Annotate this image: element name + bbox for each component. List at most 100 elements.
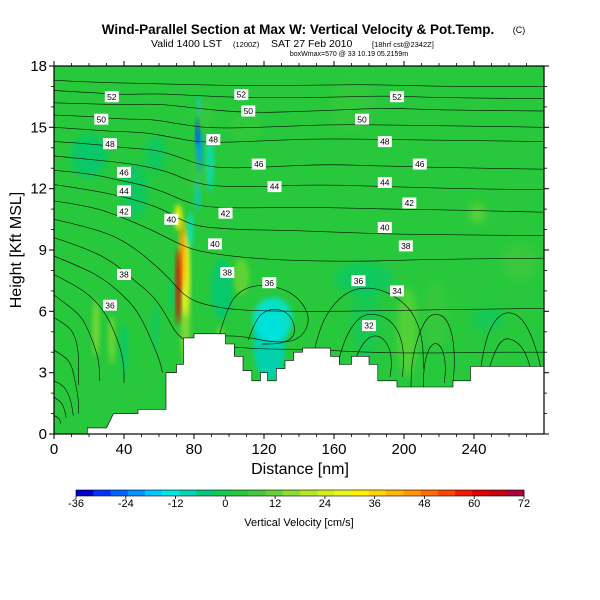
subtitle-forecast: [18hrf cst@2342Z] bbox=[372, 40, 434, 49]
colorbar-tick-label-4: 0 bbox=[222, 498, 228, 510]
colorbar-swatch-5 bbox=[144, 490, 163, 496]
colorbar-swatch-22 bbox=[437, 490, 456, 496]
colorbar-swatch-25 bbox=[489, 490, 508, 496]
contour-label-bg-15 bbox=[251, 158, 266, 170]
colorbar-tick-label-8: 48 bbox=[418, 498, 430, 510]
velocity-feature-33 bbox=[168, 278, 175, 312]
theta-contour-1 bbox=[54, 79, 544, 87]
x-tick-label-5: 160 bbox=[321, 441, 346, 458]
x-axis-label: Distance [nm] bbox=[251, 461, 349, 478]
velocity-feature-11 bbox=[502, 244, 537, 281]
contour-label-23: 40 bbox=[380, 223, 390, 233]
contour-label-bg-27 bbox=[377, 136, 392, 148]
velocity-feature-10 bbox=[469, 203, 486, 224]
contour-label-bg-9 bbox=[164, 213, 179, 225]
velocity-feature-19 bbox=[152, 303, 159, 352]
theta-contour-13 bbox=[54, 255, 163, 373]
colorbar-tick-label-2: -24 bbox=[118, 498, 134, 510]
velocity-feature-8 bbox=[397, 287, 418, 376]
theta-contour-21 bbox=[218, 285, 309, 343]
theta-contour-9 bbox=[54, 184, 544, 237]
contour-label-15: 46 bbox=[254, 159, 264, 169]
contour-label-bg-26 bbox=[412, 158, 427, 170]
theta-contour-17 bbox=[54, 349, 79, 414]
contour-label-17: 50 bbox=[244, 106, 254, 116]
velocity-feature-18 bbox=[120, 322, 128, 375]
contour-label-14: 44 bbox=[270, 182, 280, 192]
colorbar-swatch-21 bbox=[420, 490, 439, 496]
theta-contour-14 bbox=[54, 274, 125, 383]
contour-label-bg-25 bbox=[377, 177, 392, 188]
contour-label-12: 36 bbox=[265, 278, 275, 288]
x-tick-label-1: 0 bbox=[50, 441, 58, 458]
y-tick-label-2: 3 bbox=[39, 365, 47, 382]
contour-label-bg-24 bbox=[402, 197, 417, 209]
y-tick-label-6: 15 bbox=[30, 119, 47, 136]
theta-contour-16 bbox=[54, 317, 79, 385]
contour-label-6: 48 bbox=[105, 139, 115, 149]
contour-label-7: 50 bbox=[97, 114, 107, 124]
theta-contour-15 bbox=[54, 294, 100, 381]
velocity-feature-7 bbox=[351, 277, 380, 362]
colorbar-swatch-17 bbox=[351, 490, 370, 496]
contour-label-13: 42 bbox=[221, 208, 231, 218]
colorbar-swatch-10 bbox=[231, 490, 249, 496]
colorbar-swatch-3 bbox=[110, 490, 129, 496]
contour-label-28: 50 bbox=[357, 114, 367, 124]
theta-contour-27 bbox=[422, 343, 446, 388]
contour-label-11: 38 bbox=[223, 268, 233, 278]
contour-label-8: 52 bbox=[107, 92, 117, 102]
contour-label-bg-20 bbox=[390, 285, 404, 297]
contour-label-bg-21 bbox=[362, 320, 376, 332]
colorbar-swatch-6 bbox=[162, 490, 180, 496]
velocity-feature-32 bbox=[193, 101, 216, 130]
contour-label-4: 44 bbox=[119, 186, 129, 196]
velocity-feature-25 bbox=[187, 211, 194, 248]
y-axis-label: Height [Kft MSL] bbox=[8, 192, 25, 309]
contour-label-bg-10 bbox=[208, 238, 222, 250]
theta-contour-8 bbox=[54, 169, 544, 213]
contour-label-bg-5 bbox=[117, 166, 131, 178]
colorbar-swatch-7 bbox=[179, 490, 198, 496]
colorbar-swatch-12 bbox=[265, 490, 284, 496]
velocity-feature-5 bbox=[329, 80, 374, 133]
theta-contour-10 bbox=[54, 200, 544, 262]
x-tick-label-2: 40 bbox=[116, 441, 133, 458]
theta-contour-24 bbox=[337, 313, 404, 377]
contour-label-bg-13 bbox=[218, 207, 233, 219]
theta-contour-25 bbox=[352, 335, 392, 377]
contour-label-22: 38 bbox=[401, 241, 411, 251]
contour-label-21: 32 bbox=[364, 321, 374, 331]
theta-contour-11 bbox=[54, 218, 544, 312]
colorbar-frame bbox=[75, 489, 525, 497]
theta-contour-18 bbox=[54, 380, 74, 416]
theta-contour-6 bbox=[54, 141, 544, 170]
y-tick-label-3: 6 bbox=[39, 303, 47, 320]
colorbar-tick-label-3: -12 bbox=[168, 498, 184, 510]
colorbar-swatch-8 bbox=[196, 490, 215, 496]
colorbar-tick-label-6: 24 bbox=[319, 498, 331, 510]
colorbar-label: Vertical Velocity [cm/s] bbox=[244, 517, 353, 529]
x-tick-label-7: 240 bbox=[461, 441, 486, 458]
contour-label-19: 36 bbox=[354, 276, 364, 286]
velocity-feature-15 bbox=[233, 258, 250, 295]
contour-label-bg-6 bbox=[103, 138, 117, 150]
velocity-feature-3 bbox=[145, 135, 166, 172]
y-tick-label-5: 12 bbox=[30, 181, 47, 198]
contour-labels: 36 38 42 44 46 48 50 52 40 40 38 36 42 44 46 48 50 52 36 34… bbox=[94, 89, 427, 332]
y-tick-label-7: 18 bbox=[30, 58, 47, 75]
colorbar-swatch-26 bbox=[506, 490, 525, 496]
velocity-feature-35 bbox=[472, 307, 504, 332]
contour-label-bg-14 bbox=[267, 181, 282, 193]
contour-label-bg-11 bbox=[220, 267, 235, 278]
contour-label-9: 40 bbox=[167, 214, 177, 224]
x-tick-label-6: 200 bbox=[391, 441, 416, 458]
contour-label-bg-17 bbox=[241, 105, 256, 117]
contour-label-26: 46 bbox=[415, 159, 425, 169]
terrain-mask bbox=[54, 333, 544, 434]
velocity-feature-31 bbox=[188, 159, 207, 194]
contour-label-bg-18 bbox=[234, 89, 249, 101]
colorbar-tick-label-5: 12 bbox=[269, 498, 281, 510]
